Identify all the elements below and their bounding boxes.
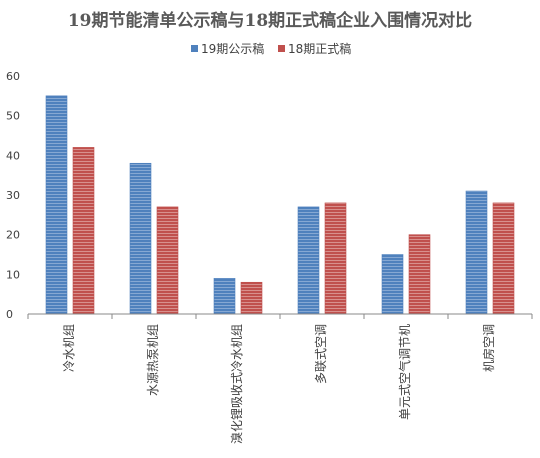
- legend: 19期公示稿 18期正式稿: [191, 41, 351, 56]
- chart-title: 19期节能清单公示稿与18期正式稿企业入围情况对比: [68, 10, 472, 31]
- bar-s2-c4: [324, 202, 347, 315]
- bar-s1-c4: [297, 206, 320, 315]
- bar-s1-c5: [381, 254, 404, 315]
- legend-label-1: 19期公示稿: [201, 41, 264, 56]
- y-tick-label-30: 30: [6, 189, 20, 202]
- y-tick-label-10: 10: [6, 268, 20, 281]
- category-label-3: 溴化锂吸收式冷水机组: [229, 324, 244, 444]
- category-label-2: 水源热泵机组: [146, 324, 160, 396]
- category-label-6: 机房空调: [481, 324, 496, 372]
- y-tick-label-60: 60: [6, 70, 20, 83]
- bar-s1-c6: [465, 190, 488, 315]
- bar-s1-c1: [45, 95, 68, 315]
- category-label-5: 单元式空气调节机: [397, 324, 412, 420]
- y-axis: 0 10 20 30 40 50 60: [6, 70, 20, 321]
- y-tick-label-20: 20: [6, 229, 20, 242]
- y-tick-label-0: 0: [6, 308, 13, 321]
- bar-s2-c5: [408, 234, 431, 315]
- bar-s1-c2: [129, 162, 152, 315]
- x-axis: 冷水机组 水源热泵机组 溴化锂吸收式冷水机组 多联式空调 单元式空气调节机 机房空调: [27, 313, 533, 444]
- bar-s1-c3: [213, 277, 236, 315]
- bar-s2-c1: [72, 147, 95, 315]
- legend-swatch-1: [191, 45, 198, 52]
- legend-swatch-2: [278, 45, 285, 52]
- legend-label-2: 18期正式稿: [288, 41, 351, 56]
- y-tick-label-50: 50: [6, 110, 20, 123]
- bar-s2-c3: [240, 281, 263, 315]
- y-tick-label-40: 40: [6, 149, 20, 162]
- category-label-4: 多联式空调: [314, 324, 328, 384]
- bar-s2-c6: [492, 202, 515, 315]
- bar-s2-c2: [156, 206, 179, 315]
- category-label-1: 冷水机组: [62, 324, 76, 372]
- bars: [45, 95, 515, 315]
